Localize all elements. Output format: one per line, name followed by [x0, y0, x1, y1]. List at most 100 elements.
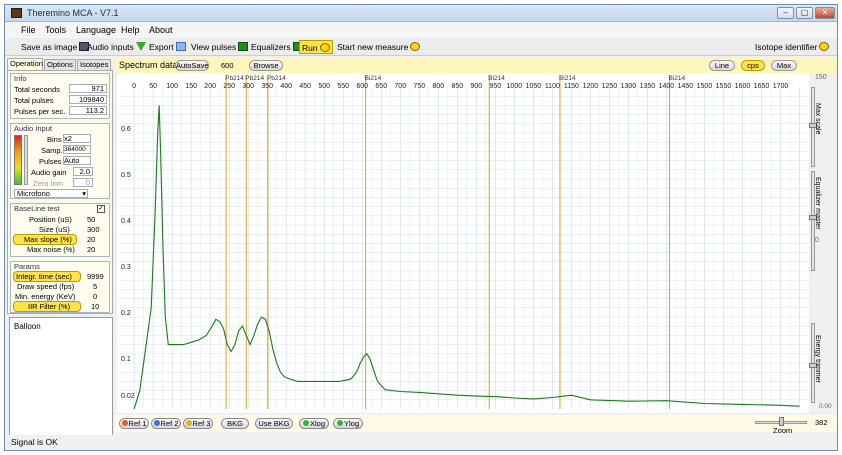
max-noise-value[interactable]: 20 — [87, 245, 95, 254]
integr-time-button[interactable]: Integr. time (sec) — [13, 271, 81, 282]
xlog-button[interactable]: Xlog — [299, 418, 329, 429]
cps-button[interactable]: cps — [741, 60, 765, 71]
equalizer-master-label: Equalizer master — [814, 177, 821, 230]
x-tick-label: 650 — [375, 83, 387, 90]
iir-filter-button[interactable]: IIR Filter (%) — [13, 301, 81, 312]
browse-button[interactable]: Browse — [249, 60, 283, 71]
ylog-label: Ylog — [344, 419, 359, 428]
autosave-button[interactable]: AutoSave — [175, 60, 209, 71]
equalizers-button[interactable]: Equalizers — [249, 40, 305, 54]
audio-device-select[interactable]: Microfono ▾ — [14, 189, 88, 198]
x-tick-label: 1550 — [716, 83, 732, 90]
chevron-down-icon: ▾ — [82, 190, 86, 198]
maximize-button[interactable]: ▢ — [796, 7, 813, 19]
export-button[interactable]: Export — [147, 40, 188, 54]
isotope-identifier-button[interactable]: Isotope identifier — [753, 40, 831, 54]
start-new-measure-button[interactable]: Start new measure — [335, 40, 422, 54]
window-title: Theremino MCA - V7.1 — [27, 8, 119, 18]
line-button[interactable]: Line — [709, 60, 735, 71]
x-tick-label: 800 — [432, 83, 444, 90]
autosave-interval[interactable]: 600 — [221, 61, 234, 70]
isotope-marker-label: Bi214 — [488, 75, 505, 82]
y-tick-label: 0.4 — [121, 218, 131, 225]
max-scale-label: Max scale — [814, 103, 821, 135]
y-tick-label: 0.5 — [121, 172, 131, 179]
draw-speed-value[interactable]: 5 — [93, 282, 97, 291]
x-tick-label: 600 — [356, 83, 368, 90]
use-bkg-button[interactable]: Use BKG — [255, 418, 293, 429]
samp-select[interactable]: 384000 — [63, 145, 91, 154]
size-value[interactable]: 300 — [87, 225, 100, 234]
energy-trimmer-value: 0.00 — [819, 403, 832, 410]
tab-options[interactable]: Options — [44, 59, 76, 70]
total-seconds-label: Total seconds — [14, 85, 60, 94]
position-label: Position (uS) — [29, 215, 72, 224]
x-tick-label: 1600 — [735, 83, 751, 90]
menu-help[interactable]: Help — [121, 25, 140, 35]
operation-panel: Info Total seconds 971 Total pulses 1098… — [7, 70, 113, 314]
menu-file[interactable]: File — [21, 25, 36, 35]
spectrum-plot[interactable]: Pb214 Pb214 Pb214 Bi214 Bi214 Bi214 Bi214 0 50 1… — [117, 73, 809, 413]
minimize-button[interactable]: – — [777, 7, 794, 19]
view-pulses-button[interactable]: View pulses — [189, 40, 250, 54]
zoom-slider-handle[interactable] — [779, 417, 784, 426]
status-bar: Signal is OK — [5, 435, 837, 450]
x-tick-label: 0 — [132, 83, 136, 90]
iir-filter-value[interactable]: 10 — [91, 302, 99, 311]
ref1-button[interactable]: Ref 1 — [119, 418, 149, 429]
ylog-button[interactable]: Ylog — [333, 418, 363, 429]
title-bar: Theremino MCA - V7.1 – ▢ ✕ — [5, 5, 837, 22]
save-image-label: Save as image — [21, 42, 77, 52]
start-new-measure-label: Start new measure — [337, 42, 408, 52]
panel-tabs: Operation Options Isotopes — [7, 58, 113, 70]
position-value[interactable]: 50 — [87, 215, 95, 224]
audio-input-group: Audio Input Bins x2 Samp. 384000 Pulses … — [10, 123, 110, 199]
close-button[interactable]: ✕ — [815, 7, 835, 19]
level-slider[interactable] — [24, 135, 28, 185]
x-tick-label: 1450 — [678, 83, 694, 90]
save-image-button[interactable]: Save as image — [19, 40, 91, 54]
run-button[interactable]: Run — [299, 40, 333, 54]
spectrum-chart: Pb214 Pb214 Pb214 Bi214 Bi214 Bi214 Bi214 0 50 1… — [117, 73, 809, 413]
ref3-label: Ref 3 — [193, 419, 211, 428]
ref1-color-icon — [122, 420, 128, 426]
balloon-panel: Balloon — [9, 317, 113, 437]
x-tick-label: 700 — [394, 83, 406, 90]
ref3-button[interactable]: Ref 3 — [183, 418, 213, 429]
tab-operation[interactable]: Operation — [7, 58, 43, 70]
integr-time-value[interactable]: 9999 — [87, 272, 104, 281]
x-tick-label: 450 — [299, 83, 311, 90]
bottom-toolbar: Ref 1 Ref 2 Ref 3 BKG Use BKG Xlog Ylog … — [115, 415, 837, 432]
max-slope-value[interactable]: 20 — [87, 235, 95, 244]
x-tick-label: 1150 — [564, 83, 579, 90]
info-title: Info — [14, 74, 27, 83]
total-pulses-value: 109840 — [69, 95, 107, 104]
y-tick-label: 0.1 — [121, 356, 131, 363]
tab-isotopes[interactable]: Isotopes — [77, 59, 111, 70]
zero-trim-value[interactable]: 0 — [73, 178, 93, 187]
zoom-label: Zoom — [773, 426, 792, 435]
audio-gain-value[interactable]: 2.0 — [73, 167, 93, 176]
x-tick-label: 1100 — [545, 83, 560, 90]
menu-about[interactable]: About — [149, 25, 173, 35]
min-energy-value[interactable]: 0 — [93, 292, 97, 301]
pulses-select[interactable]: Auto — [63, 156, 91, 165]
sidebar-controls: 150 Max scale Equalizer master 0 Energy … — [809, 73, 837, 413]
params-group: Params Integr. time (sec) 9999 Draw spee… — [10, 261, 110, 313]
max-scale-top-value: 150 — [815, 74, 827, 81]
baseline-checkbox[interactable]: ✓ — [97, 205, 105, 213]
bkg-button[interactable]: BKG — [221, 418, 249, 429]
max-button[interactable]: Max — [771, 60, 797, 71]
isotope-marker-label: Bi214 — [668, 75, 685, 82]
max-slope-button[interactable]: Max slope (%) — [13, 234, 77, 245]
max-noise-label: Max noise (%) — [27, 245, 75, 254]
bins-select[interactable]: x2 — [63, 134, 91, 143]
x-tick-label: 850 — [451, 83, 463, 90]
ref2-button[interactable]: Ref 2 — [151, 418, 181, 429]
audio-inputs-button[interactable]: Audio inputs — [85, 40, 148, 54]
menu-tools[interactable]: Tools — [45, 25, 66, 35]
menu-language[interactable]: Language — [76, 25, 116, 35]
x-tick-label: 350 — [261, 83, 273, 90]
ref1-label: Ref 1 — [129, 419, 147, 428]
export-icon — [176, 42, 186, 51]
